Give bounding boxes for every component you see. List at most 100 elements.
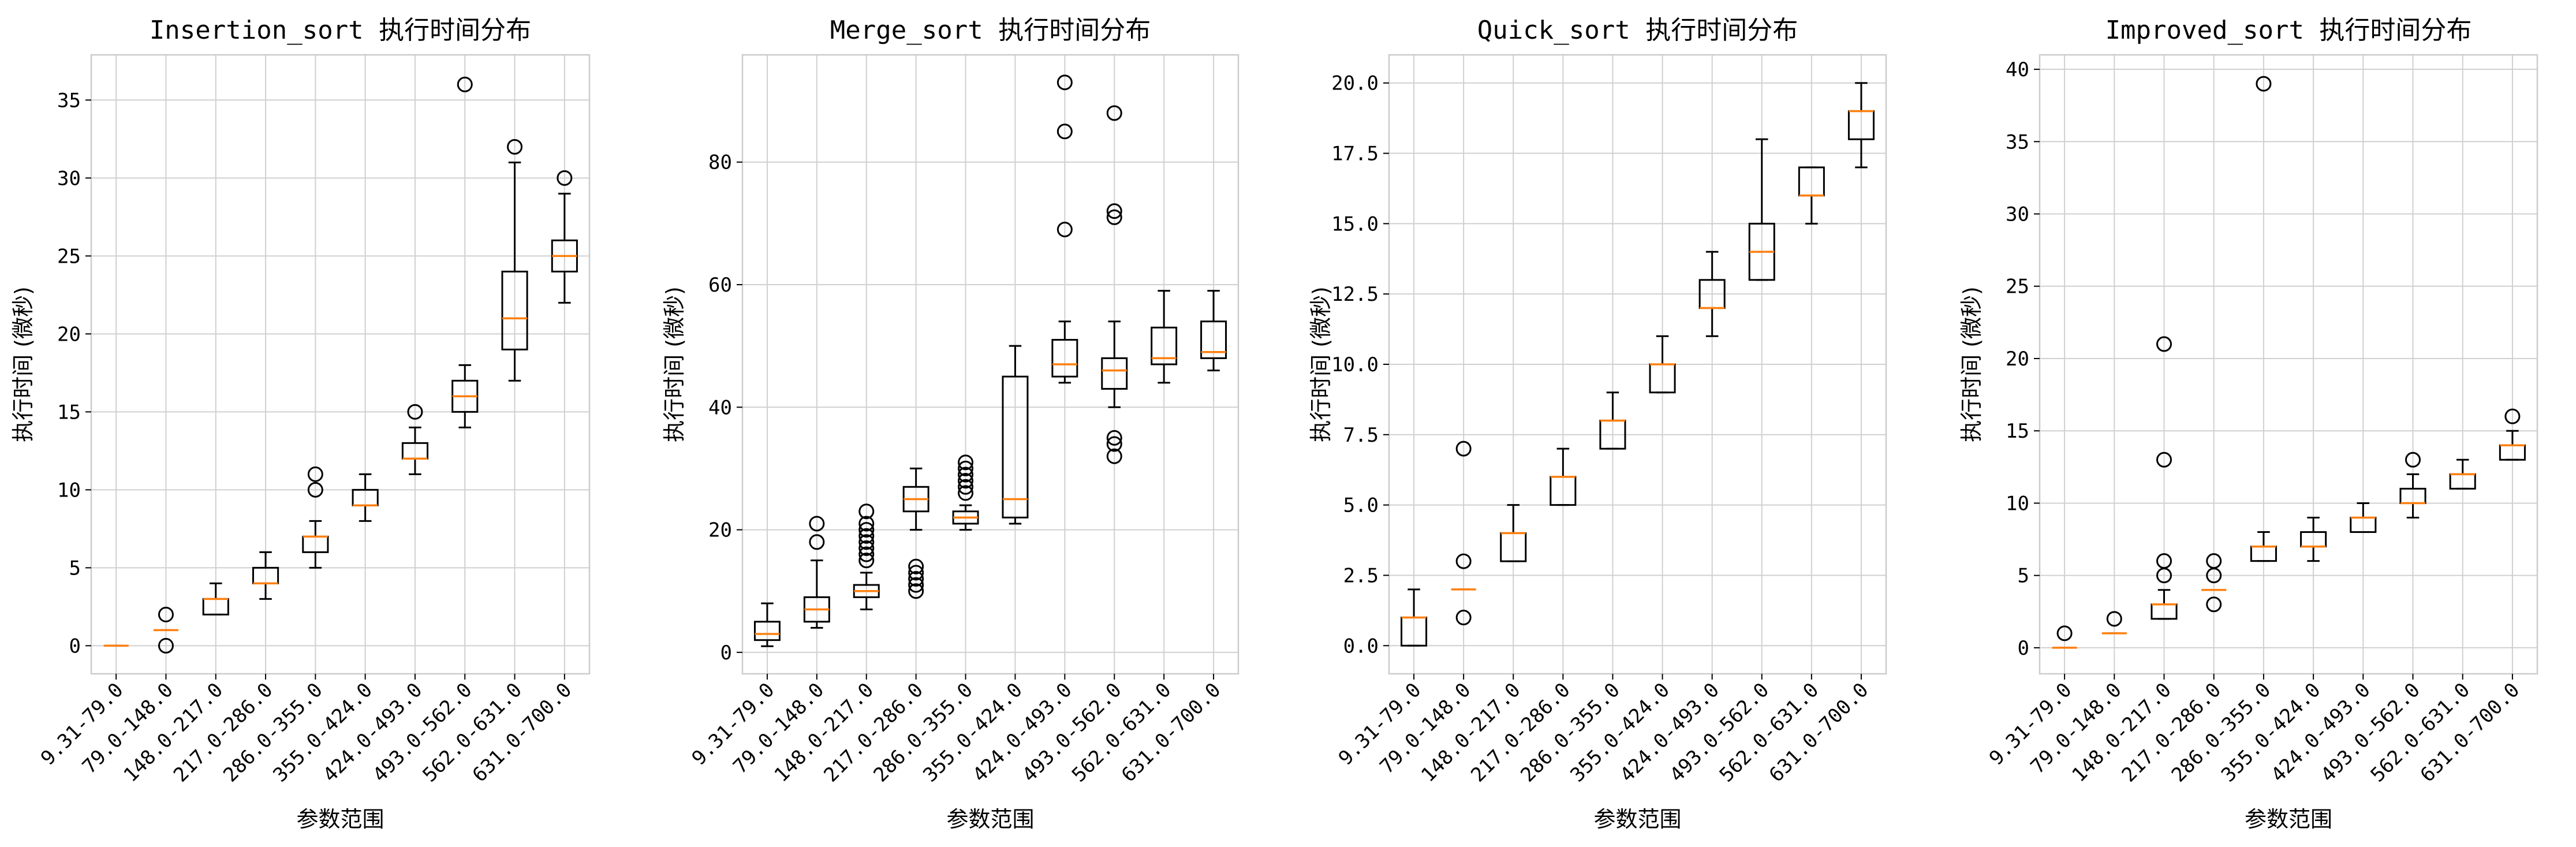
y-tick-label: 7.5 (1343, 424, 1379, 447)
y-tick-label: 40 (2006, 58, 2029, 81)
flier-point (908, 583, 924, 599)
y-tick-label: 60 (708, 274, 732, 297)
y-tick-label: 35 (57, 89, 81, 112)
flier-point (457, 76, 473, 92)
flier-point (958, 460, 974, 476)
y-tick-label: 17.5 (1331, 143, 1379, 166)
y-tick-label: 10 (57, 479, 81, 502)
box-body (1151, 326, 1178, 365)
box-5 (952, 454, 979, 531)
box-6 (2300, 516, 2327, 562)
flier-point (158, 606, 174, 622)
flier-point (307, 482, 323, 498)
box-5 (302, 466, 329, 569)
flier-point (2156, 336, 2172, 352)
box-9 (1798, 166, 1825, 225)
chart-panel-3: 0.02.55.07.510.012.515.017.520.09.31-79.… (1308, 16, 1887, 832)
axes-frame (2039, 54, 2538, 675)
axes-frame (741, 54, 1240, 675)
box-2 (1451, 441, 1476, 626)
flier-point (908, 570, 924, 587)
box-3 (853, 503, 880, 611)
x-axis-label: 参数范围 (296, 807, 384, 832)
box-9 (2449, 458, 2476, 490)
y-tick-label: 2.5 (1343, 564, 1379, 587)
flier-point (858, 516, 875, 532)
flier-point (1106, 209, 1122, 225)
chart-title: Improved_sort 执行时间分布 (2105, 16, 2472, 45)
gridlines (2040, 55, 2537, 674)
box-5 (2250, 76, 2277, 562)
y-tick-label: 5.0 (1343, 494, 1379, 517)
box-10 (1200, 290, 1227, 372)
box-1 (753, 602, 781, 647)
y-tick-label: 40 (708, 396, 732, 419)
y-tick-label: 15 (57, 401, 81, 424)
y-tick-label: 30 (2006, 203, 2029, 226)
flier-point (1056, 124, 1073, 140)
box-body (753, 621, 781, 641)
box-7 (2350, 502, 2377, 533)
flier-point (2106, 611, 2122, 627)
box-7 (1051, 74, 1078, 384)
box-3 (1500, 504, 1527, 562)
box-10 (1847, 82, 1875, 169)
box-8 (2399, 452, 2426, 518)
y-tick-label: 5 (2018, 565, 2029, 588)
box-1 (1401, 588, 1428, 647)
axes-frame (90, 54, 591, 675)
flier-point (1106, 105, 1122, 121)
gridlines (1389, 55, 1886, 674)
y-tick-label: 10 (2006, 492, 2029, 515)
y-tick-label: 20 (57, 323, 81, 346)
y-tick-label: 0 (2018, 637, 2029, 660)
box-6 (352, 473, 379, 522)
x-axis-label: 参数范围 (2245, 807, 2332, 832)
flier-point (858, 522, 875, 538)
box-4 (1550, 447, 1577, 506)
flier-point (1106, 203, 1122, 219)
chart-title: Merge_sort 执行时间分布 (830, 16, 1151, 45)
flier-point (958, 454, 974, 471)
flier-point (858, 503, 875, 520)
box-7 (1698, 251, 1726, 337)
chart-panel-1: 051015202530359.31-79.079.0-148.0148.0-2… (10, 16, 591, 832)
box-2 (803, 516, 830, 629)
chart-title: Insertion_sort 执行时间分布 (150, 16, 531, 45)
flier-point (858, 528, 875, 544)
y-tick-label: 25 (57, 245, 81, 268)
flier-point (908, 577, 924, 593)
flier-point (1106, 448, 1122, 464)
box-8 (1748, 138, 1775, 281)
box-9 (501, 139, 528, 382)
y-axis-label: 执行时间 (微秒) (662, 286, 687, 442)
flier-point (407, 404, 423, 420)
y-tick-label: 35 (2006, 130, 2029, 154)
flier-point (958, 479, 974, 495)
y-axis-label: 执行时间 (微秒) (1959, 286, 1984, 442)
box-10 (551, 170, 578, 304)
box-body (1101, 357, 1128, 390)
box-5 (1599, 391, 1626, 450)
flier-point (958, 485, 974, 501)
flier-point (809, 534, 825, 550)
chart-panel-2: 0204060809.31-79.079.0-148.0148.0-217.02… (662, 16, 1240, 832)
flier-point (2206, 553, 2222, 569)
flier-point (1455, 610, 1472, 626)
flier-point (858, 553, 875, 569)
flier-point (158, 637, 174, 654)
flier-point (908, 565, 924, 581)
y-tick-label: 20 (2006, 348, 2029, 371)
flier-point (809, 516, 825, 532)
box-9 (1151, 290, 1178, 384)
flier-point (2056, 625, 2073, 641)
flier-point (1056, 221, 1073, 237)
box-10 (2499, 408, 2526, 461)
y-tick-label: 15.0 (1331, 212, 1379, 236)
box-4 (2201, 553, 2227, 613)
flier-point (307, 466, 323, 482)
y-axis-label: 执行时间 (微秒) (10, 286, 36, 442)
flier-point (507, 139, 523, 155)
flier-point (1106, 436, 1122, 452)
flier-point (1455, 441, 1472, 457)
